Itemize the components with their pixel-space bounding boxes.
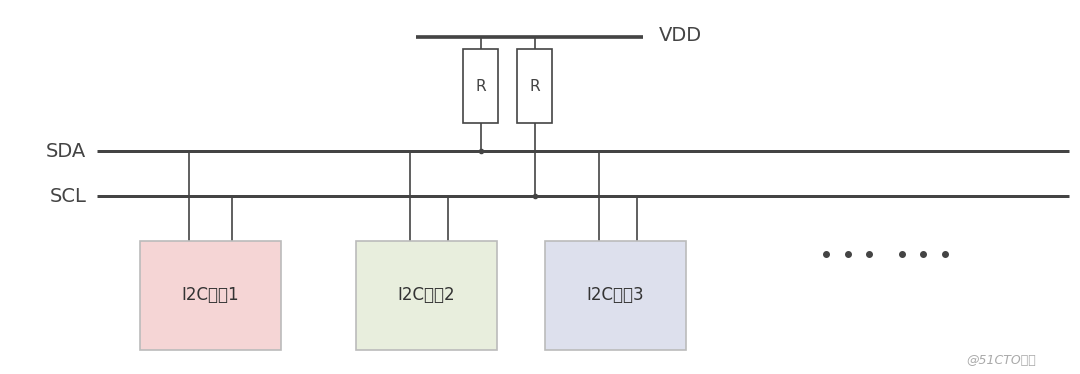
Bar [140, 241, 281, 350]
Bar [517, 49, 552, 123]
Bar [545, 241, 686, 350]
Text: R: R [475, 79, 486, 94]
Bar [356, 241, 497, 350]
Text: @51CTO博客: @51CTO博客 [967, 353, 1037, 367]
Text: SDA: SDA [46, 142, 86, 161]
Text: I2C器件3: I2C器件3 [586, 286, 645, 304]
Text: SCL: SCL [50, 187, 86, 206]
Text: I2C器件2: I2C器件2 [397, 286, 456, 304]
Text: R: R [529, 79, 540, 94]
Text: I2C器件1: I2C器件1 [181, 286, 240, 304]
Text: VDD: VDD [659, 26, 702, 45]
Bar [463, 49, 498, 123]
